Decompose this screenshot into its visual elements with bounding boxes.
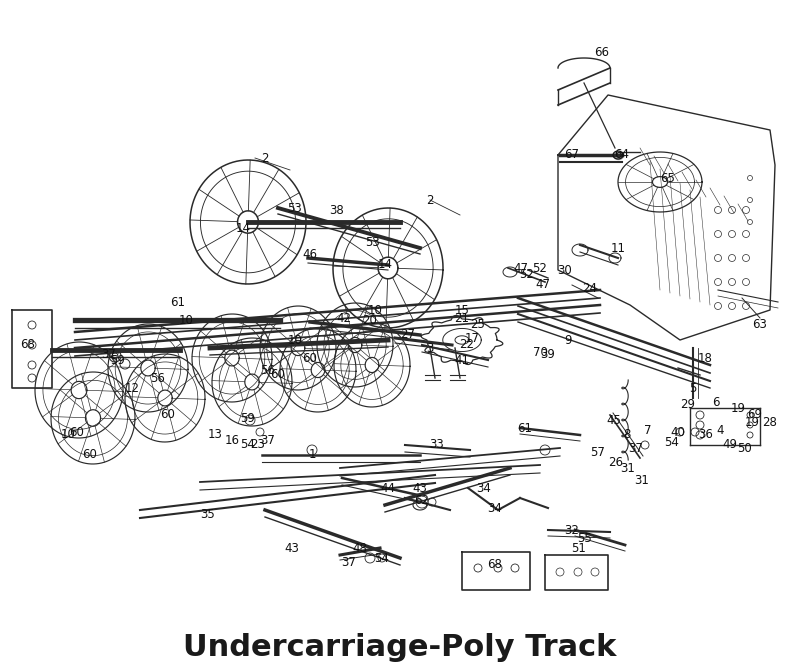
Text: 67: 67 bbox=[565, 149, 579, 161]
Text: 36: 36 bbox=[698, 429, 714, 442]
Text: 63: 63 bbox=[753, 318, 767, 332]
Text: 18: 18 bbox=[698, 351, 713, 365]
Text: 44: 44 bbox=[381, 482, 395, 494]
Text: 54: 54 bbox=[665, 436, 679, 450]
Text: 52: 52 bbox=[533, 262, 547, 274]
Text: 21: 21 bbox=[454, 312, 470, 324]
Text: 25: 25 bbox=[470, 318, 486, 332]
Text: 54: 54 bbox=[241, 438, 255, 452]
Text: 11: 11 bbox=[610, 242, 626, 254]
Text: 28: 28 bbox=[762, 415, 778, 429]
Text: 60: 60 bbox=[270, 369, 286, 381]
Text: 39: 39 bbox=[541, 349, 555, 361]
Text: 52: 52 bbox=[519, 268, 534, 282]
Text: 7: 7 bbox=[644, 423, 652, 436]
Text: 60: 60 bbox=[70, 425, 85, 438]
Text: 37: 37 bbox=[342, 555, 357, 569]
Text: 59: 59 bbox=[241, 411, 255, 425]
Text: 10: 10 bbox=[61, 429, 75, 442]
Text: 26: 26 bbox=[609, 456, 623, 468]
Text: 31: 31 bbox=[621, 462, 635, 474]
Text: 60: 60 bbox=[302, 351, 318, 365]
Text: 56: 56 bbox=[150, 371, 166, 385]
Text: 6: 6 bbox=[712, 397, 720, 409]
Text: 12: 12 bbox=[125, 381, 139, 395]
Text: 37: 37 bbox=[629, 442, 643, 454]
Text: 15: 15 bbox=[454, 304, 470, 316]
Text: 13: 13 bbox=[207, 429, 222, 442]
Text: 10: 10 bbox=[287, 334, 302, 347]
Text: 61: 61 bbox=[170, 296, 186, 308]
Text: 68: 68 bbox=[487, 559, 502, 571]
Text: 40: 40 bbox=[670, 425, 686, 438]
Text: 45: 45 bbox=[606, 413, 622, 427]
Text: 65: 65 bbox=[661, 171, 675, 185]
Text: 27: 27 bbox=[401, 328, 415, 341]
Text: 2: 2 bbox=[426, 193, 434, 207]
Text: 55: 55 bbox=[577, 531, 591, 545]
Text: 16: 16 bbox=[225, 434, 239, 446]
Text: 31: 31 bbox=[634, 474, 650, 486]
Text: 68: 68 bbox=[21, 339, 35, 351]
Text: 35: 35 bbox=[201, 508, 215, 522]
Text: 49: 49 bbox=[722, 438, 738, 450]
Text: 29: 29 bbox=[681, 399, 695, 411]
Text: 14: 14 bbox=[235, 221, 250, 235]
Text: 50: 50 bbox=[738, 442, 752, 454]
Text: 56: 56 bbox=[261, 363, 275, 377]
Text: 9: 9 bbox=[564, 334, 572, 347]
Text: 33: 33 bbox=[430, 438, 444, 452]
Text: 46: 46 bbox=[302, 248, 318, 262]
Text: 22: 22 bbox=[459, 339, 474, 351]
Text: 19: 19 bbox=[730, 401, 746, 415]
Text: 70: 70 bbox=[533, 345, 547, 359]
Text: 60: 60 bbox=[82, 448, 98, 462]
Text: 10: 10 bbox=[178, 314, 194, 326]
Text: 54: 54 bbox=[374, 551, 390, 565]
Text: 30: 30 bbox=[558, 264, 572, 276]
Text: 60: 60 bbox=[161, 409, 175, 421]
Text: 43: 43 bbox=[413, 482, 427, 494]
Text: 17: 17 bbox=[465, 332, 479, 345]
Text: 43: 43 bbox=[285, 541, 299, 555]
Text: 37: 37 bbox=[261, 434, 275, 446]
Text: 37: 37 bbox=[102, 349, 117, 361]
Text: 14: 14 bbox=[378, 258, 393, 272]
Text: 42: 42 bbox=[337, 312, 351, 324]
Text: 2: 2 bbox=[262, 151, 269, 165]
Text: 5: 5 bbox=[690, 381, 697, 395]
Text: 64: 64 bbox=[614, 149, 630, 161]
Text: 41: 41 bbox=[454, 353, 470, 367]
Text: 10: 10 bbox=[367, 304, 382, 316]
Text: 61: 61 bbox=[518, 421, 533, 434]
Text: 53: 53 bbox=[365, 235, 379, 248]
Text: 47: 47 bbox=[535, 278, 550, 292]
Text: 47: 47 bbox=[514, 262, 529, 274]
Text: 62: 62 bbox=[414, 494, 430, 506]
Text: 59: 59 bbox=[110, 353, 126, 367]
Text: 66: 66 bbox=[594, 45, 610, 58]
Text: Undercarriage-Poly Track: Undercarriage-Poly Track bbox=[183, 634, 617, 662]
Text: 1: 1 bbox=[308, 448, 316, 462]
Text: 51: 51 bbox=[571, 541, 586, 555]
Text: 32: 32 bbox=[565, 524, 579, 537]
Text: 19: 19 bbox=[745, 415, 759, 429]
Text: 23: 23 bbox=[250, 438, 266, 452]
Text: 57: 57 bbox=[590, 446, 606, 458]
Text: 48: 48 bbox=[353, 541, 367, 555]
Text: 8: 8 bbox=[623, 429, 630, 442]
Text: 20: 20 bbox=[362, 314, 378, 326]
Text: 69: 69 bbox=[747, 409, 762, 421]
Text: 3: 3 bbox=[426, 341, 434, 355]
Text: 24: 24 bbox=[582, 282, 598, 294]
Text: 53: 53 bbox=[286, 201, 302, 215]
Text: 4: 4 bbox=[716, 423, 724, 436]
Text: 38: 38 bbox=[330, 203, 344, 217]
Text: 34: 34 bbox=[477, 482, 491, 494]
Text: 34: 34 bbox=[487, 502, 502, 514]
